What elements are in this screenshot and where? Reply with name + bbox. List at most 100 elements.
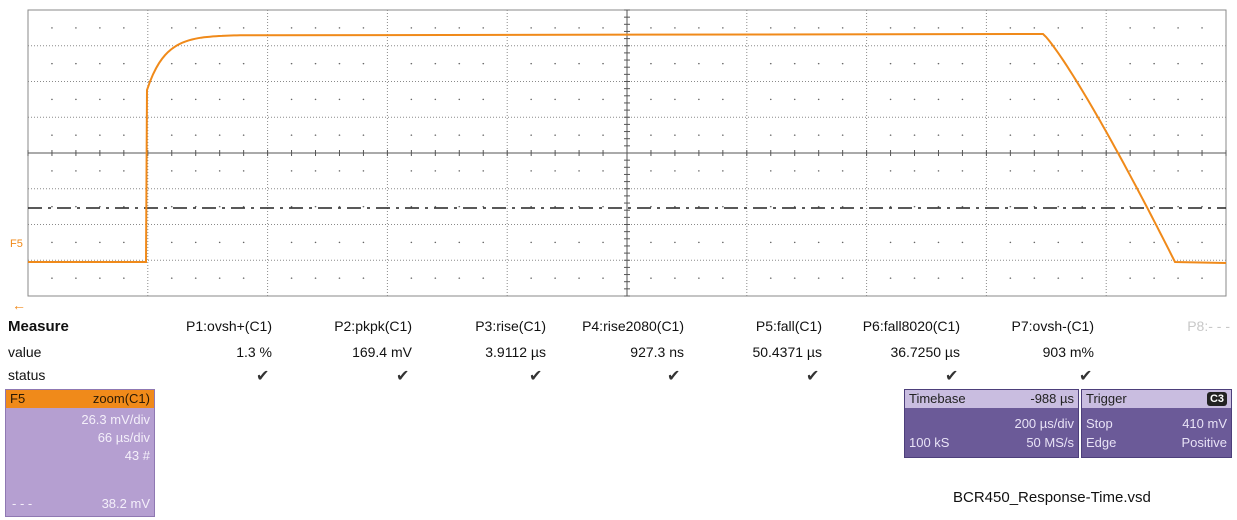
grid-dot <box>99 134 101 136</box>
grid-dot <box>458 27 461 29</box>
grid-dot <box>817 134 820 136</box>
grid-dot <box>1057 62 1060 65</box>
grid-dot <box>410 98 413 101</box>
measure-header-p3[interactable]: P3:rise(C1) <box>475 318 546 334</box>
f5-sweeps: 43 # <box>124 448 150 463</box>
trigger-panel[interactable]: Trigger C3 Stop 410 mV Edge Positive <box>1081 389 1232 458</box>
grid-dot <box>194 205 197 208</box>
grid-dot <box>769 27 772 29</box>
grid-dot <box>602 98 604 101</box>
grid-dot <box>793 27 796 29</box>
grid-dot <box>51 62 53 65</box>
grid-dot <box>362 277 365 279</box>
grid-dot <box>362 62 365 65</box>
trigger-channel-badge: C3 <box>1206 392 1227 406</box>
grid-dot <box>170 205 173 208</box>
timebase-samples: 100 kS <box>909 435 950 450</box>
trigger-type: Edge <box>1086 435 1117 450</box>
grid-dot <box>410 205 413 208</box>
measure-header-p6[interactable]: P6:fall8020(C1) <box>862 318 960 334</box>
grid-dot <box>338 170 341 172</box>
grid-dot <box>1201 205 1203 208</box>
grid-dot <box>961 62 964 65</box>
grid-dot <box>1057 241 1060 244</box>
grid-dot <box>937 205 940 208</box>
grid-dot <box>961 277 964 279</box>
grid-dot <box>841 98 844 101</box>
grid-dot <box>194 241 197 244</box>
grid-dot <box>338 241 341 244</box>
grid-dot <box>913 205 916 208</box>
grid-dot <box>530 98 532 101</box>
grid-dot <box>434 134 437 136</box>
grid-dot <box>961 27 964 29</box>
measure-header-p8[interactable]: P8:- - - <box>1187 318 1230 334</box>
grid-dot <box>218 134 221 136</box>
grid-dot <box>242 205 245 208</box>
grid-dot <box>793 277 796 279</box>
grid-dot <box>913 241 916 244</box>
grid-dot <box>841 205 844 208</box>
grid-dot <box>362 170 365 172</box>
grid-dot <box>123 27 125 29</box>
grid-dot <box>1081 134 1084 136</box>
measure-header-p5[interactable]: P5:fall(C1) <box>755 318 822 334</box>
timebase-panel[interactable]: Timebase -988 µs 200 µs/div 100 kS 50 MS… <box>904 389 1079 458</box>
grid-dot <box>578 277 580 279</box>
measure-title: Measure <box>8 318 69 335</box>
status-check-icon: ✔ <box>256 368 270 385</box>
grid-dot <box>99 205 101 208</box>
grid-dot <box>1033 98 1036 101</box>
grid-dot <box>817 98 820 101</box>
grid-dot <box>937 170 940 172</box>
grid-dot <box>458 277 461 279</box>
grid-dot <box>841 27 844 29</box>
grid-dot <box>530 27 532 29</box>
grid-dot <box>769 62 772 65</box>
grid-dot <box>841 277 844 279</box>
f5-trace-panel[interactable]: F5 zoom(C1) 26.3 mV/div 66 µs/div 43 # -… <box>5 389 155 517</box>
grid-dot <box>123 241 125 244</box>
measure-header-p4[interactable]: P4:rise2080(C1) <box>582 318 684 334</box>
grid-dot <box>51 205 53 208</box>
grid-dot <box>1129 241 1131 244</box>
grid-dot <box>841 134 844 136</box>
grid-dot <box>194 170 197 172</box>
grid-dot <box>889 62 892 65</box>
grid-dot <box>841 170 844 172</box>
grid-dot <box>817 277 820 279</box>
grid-dot <box>913 134 916 136</box>
measure-header-p1[interactable]: P1:ovsh+(C1) <box>186 318 272 334</box>
grid-dot <box>602 170 604 172</box>
grid-dot <box>458 98 461 101</box>
grid-dot <box>674 277 676 279</box>
grid-dot <box>1009 241 1012 244</box>
grid-dot <box>1177 98 1179 101</box>
grid-dot <box>1201 170 1203 172</box>
trigger-mode: Stop <box>1086 416 1113 431</box>
grid-dot <box>1033 62 1036 65</box>
measure-header-p7[interactable]: P7:ovsh-(C1) <box>1011 318 1094 334</box>
grid-dot <box>1033 27 1036 29</box>
grid-dot <box>698 241 700 244</box>
grid-dot <box>554 134 556 136</box>
grid-dot <box>650 98 652 101</box>
grid-dot <box>530 62 532 65</box>
grid-dot <box>99 241 101 244</box>
status-row-label: status <box>8 367 46 383</box>
grid-dot <box>99 27 101 29</box>
file-name: BCR450_Response-Time.vsd <box>953 489 1151 506</box>
grid-dot <box>218 170 221 172</box>
grid-dot <box>338 98 341 101</box>
grid-dot <box>530 241 532 244</box>
grid-dot <box>338 277 341 279</box>
grid-dot <box>123 98 125 101</box>
grid-dot <box>123 205 125 208</box>
grid-dot <box>51 241 53 244</box>
offset-arrow-icon[interactable]: ← <box>12 297 26 313</box>
measure-value-p2: 169.4 mV <box>352 344 412 360</box>
grid-dot <box>1153 98 1155 101</box>
grid-dot <box>1129 277 1131 279</box>
measure-header-p2[interactable]: P2:pkpk(C1) <box>334 318 412 334</box>
grid-dot <box>1081 62 1084 65</box>
